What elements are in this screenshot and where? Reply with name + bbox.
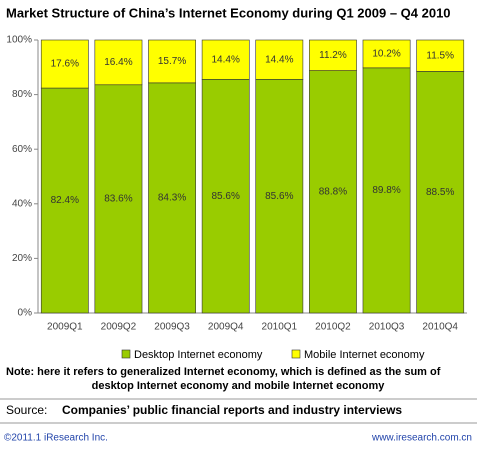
bar-segment (201, 79, 250, 314)
source: Companies’ public financial reports and … (62, 403, 402, 417)
bar-segment (255, 39, 304, 80)
data-label: 14.4% (212, 54, 240, 65)
y-tick-label: 0% (18, 308, 33, 319)
data-label: 84.3% (158, 193, 186, 204)
x-tick-label: 2010Q1 (262, 322, 298, 333)
bar-segment (94, 84, 143, 314)
data-label: 85.6% (265, 191, 293, 202)
data-label: 16.4% (104, 57, 132, 68)
bar-segment (201, 39, 250, 80)
bar-segment (416, 39, 465, 72)
x-tick-label: 2009Q4 (208, 322, 244, 333)
y-tick-label: 100% (6, 35, 32, 46)
y-tick-label: 40% (12, 198, 32, 209)
bar-segment (94, 39, 143, 86)
bar-segment (148, 39, 196, 84)
legend-label: Desktop Internet economy (134, 349, 263, 361)
bar-segment (362, 39, 411, 69)
legend-label: Mobile Internet economy (304, 349, 425, 361)
bar-segment (40, 39, 89, 89)
y-tick-label: 80% (12, 89, 32, 100)
x-tick-label: 2010Q4 (422, 322, 458, 333)
x-tick-label: 2010Q3 (369, 322, 405, 333)
bar-segment (309, 39, 357, 71)
source-label: Source: (6, 403, 47, 417)
data-label: 11.5% (426, 50, 454, 61)
data-label: 14.4% (265, 54, 293, 65)
legend-swatch (291, 349, 301, 359)
data-label: 15.7% (158, 56, 186, 67)
x-tick-label: 2010Q2 (315, 322, 351, 333)
note: desktop Internet economy and mobile Inte… (92, 380, 386, 392)
data-label: 89.8% (372, 185, 400, 196)
data-label: 17.6% (51, 59, 79, 70)
bar-segment (148, 82, 196, 314)
chart-title: Market Structure of China’s Internet Eco… (6, 5, 451, 20)
legend-swatch (121, 349, 131, 359)
bar-segment (309, 70, 357, 314)
bar-segment (255, 79, 304, 314)
data-label: 88.5% (426, 187, 454, 198)
note: Note: here it refers to generalized Inte… (6, 366, 441, 378)
data-label: 82.4% (51, 195, 79, 206)
y-tick-label: 20% (12, 253, 32, 264)
y-tick-label: 60% (12, 144, 32, 155)
website: www.iresearch.com.cn (371, 433, 472, 444)
copyright: ©2011.1 iResearch Inc. (4, 433, 108, 444)
data-label: 10.2% (372, 49, 400, 60)
bar-segment (362, 67, 411, 314)
data-label: 11.2% (319, 50, 347, 61)
x-tick-label: 2009Q1 (47, 322, 83, 333)
data-label: 88.8% (319, 186, 347, 197)
x-tick-label: 2009Q2 (101, 322, 137, 333)
data-label: 85.6% (212, 191, 240, 202)
x-tick-label: 2009Q3 (154, 322, 190, 333)
data-label: 83.6% (104, 194, 132, 205)
